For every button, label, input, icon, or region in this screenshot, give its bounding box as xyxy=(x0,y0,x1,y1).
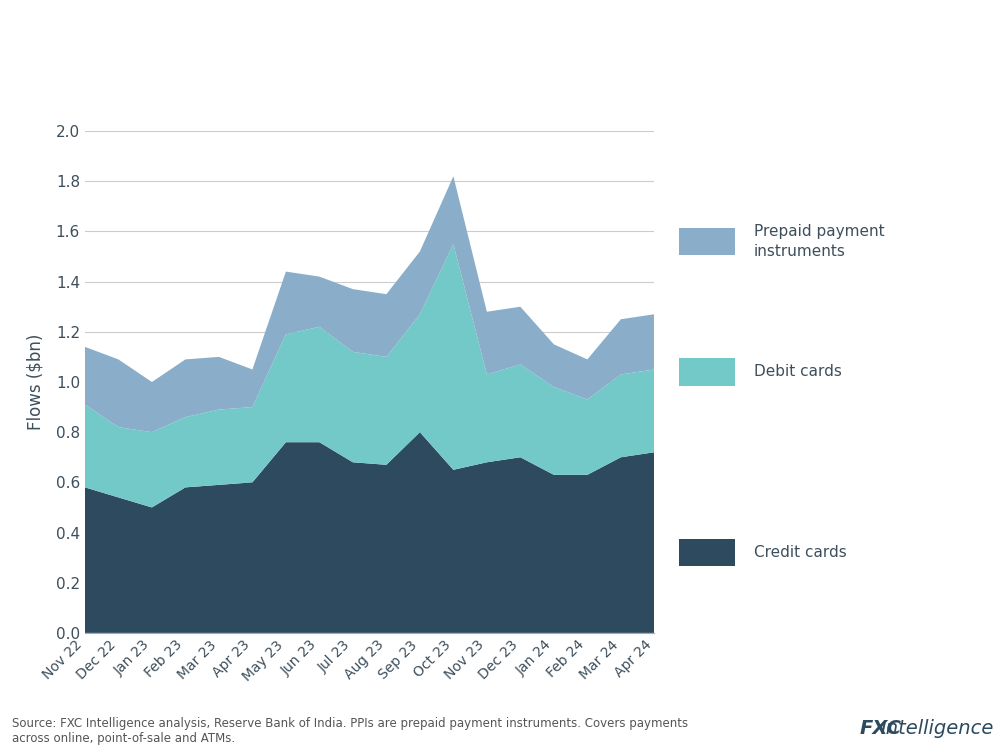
Bar xyxy=(679,228,735,255)
Text: Cross-border flows by payment instrument, Nov 2022-Apr 2024: Cross-border flows by payment instrument… xyxy=(12,85,608,103)
Text: Intelligence: Intelligence xyxy=(881,719,994,738)
Bar xyxy=(679,358,735,386)
Text: Debit cards: Debit cards xyxy=(753,365,841,380)
Y-axis label: Flows ($bn): Flows ($bn) xyxy=(27,334,45,430)
Bar xyxy=(679,539,735,566)
Text: Source: FXC Intelligence analysis, Reserve Bank of India. PPIs are prepaid payme: Source: FXC Intelligence analysis, Reser… xyxy=(12,718,688,745)
Text: Prepaid payment
instruments: Prepaid payment instruments xyxy=(753,224,884,259)
Text: FXC: FXC xyxy=(859,719,901,738)
Text: Credit cards lead cross-border flows from India: Credit cards lead cross-border flows fro… xyxy=(12,22,788,49)
Text: Credit cards: Credit cards xyxy=(753,545,846,560)
